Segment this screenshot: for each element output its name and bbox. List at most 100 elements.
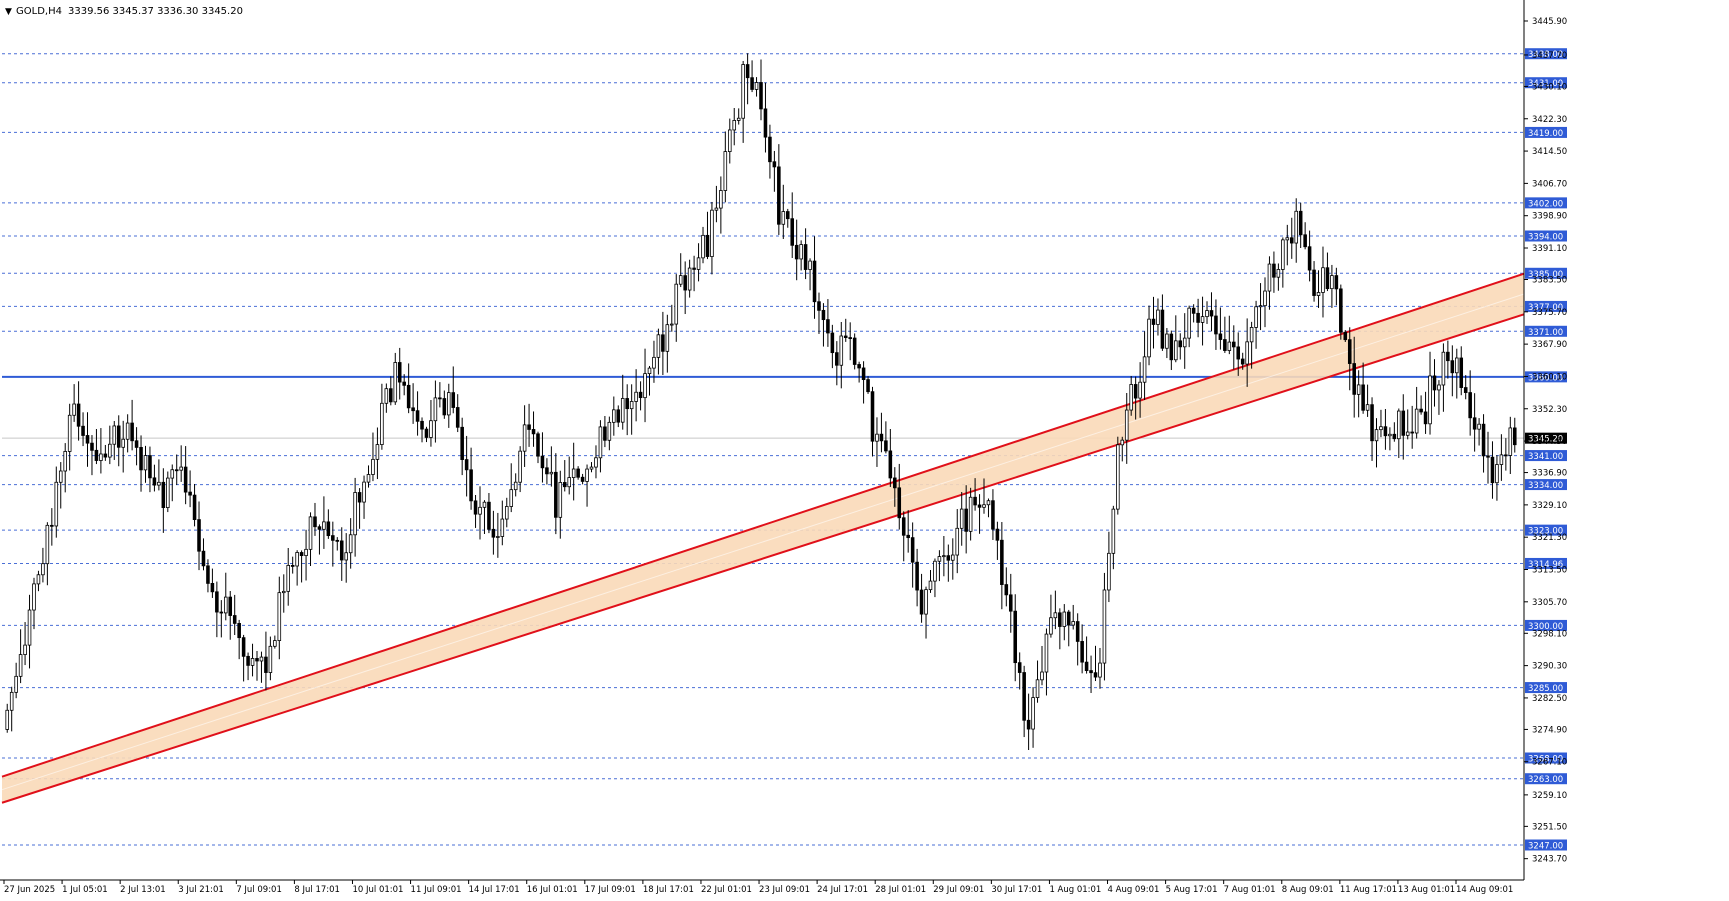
level-label-box [1525, 267, 1567, 279]
candle-bull [643, 373, 647, 399]
candle-bear [866, 379, 870, 393]
x-tick-label: 30 Jul 17:01 [991, 885, 1042, 895]
candle-bear [50, 524, 54, 527]
candle-bull [429, 420, 433, 438]
candle-bear [1468, 392, 1472, 419]
candle-bull [433, 397, 438, 422]
candle-bear [1446, 351, 1450, 362]
candle-bear [1419, 408, 1423, 413]
candle-bear [1022, 672, 1026, 721]
candle-bull [522, 424, 527, 452]
y-tick-label: 3298.10 [1532, 629, 1567, 639]
level-label: 3438.00 [1528, 50, 1563, 60]
candle-bear [1236, 346, 1241, 360]
candle-bull [982, 504, 986, 508]
candle-bull [1102, 589, 1107, 664]
candle-bull [1049, 617, 1053, 635]
candle-bull [558, 482, 563, 518]
candle-bull [1441, 351, 1446, 386]
candle-bear [884, 440, 888, 452]
candle-bear [1080, 641, 1084, 663]
candle-bear [174, 469, 179, 472]
candle-bear [1026, 719, 1031, 730]
y-tick-label: 3406.70 [1532, 179, 1567, 189]
candle-bull [482, 501, 487, 508]
candle-bear [1370, 404, 1374, 442]
candle-bear [977, 504, 982, 508]
candle-bear [536, 433, 540, 457]
level-label-box [1525, 773, 1567, 785]
level-label: 3268.00 [1528, 755, 1563, 765]
candle-bear [206, 565, 210, 584]
candle-bull [1254, 306, 1258, 328]
candle-bull [1205, 310, 1209, 318]
candle-bull [1379, 426, 1383, 431]
candle-bull [1281, 239, 1285, 270]
candle-bear [264, 656, 268, 673]
candle-bull [1285, 237, 1290, 241]
candle-bear [1334, 275, 1339, 290]
candle-bull [1414, 408, 1419, 434]
candle-bull [696, 257, 701, 270]
candle-bear [826, 319, 830, 334]
candle-bull [250, 658, 255, 666]
price-channel[interactable] [1, 272, 1525, 804]
level-label-box [1525, 752, 1567, 764]
candle-bull [598, 426, 603, 459]
candle-bear [1231, 341, 1236, 348]
candle-bull [36, 574, 41, 585]
candle-bear [1178, 340, 1183, 348]
candle-bull [500, 518, 505, 537]
candle-bear [897, 487, 902, 519]
candle-bear [1490, 456, 1495, 484]
candle-bull [799, 244, 803, 260]
candle-bull [656, 334, 661, 358]
candle-bear [424, 428, 429, 438]
candle-bull [1249, 327, 1254, 343]
candles [5, 53, 1517, 750]
y-tick-label: 3422.30 [1532, 115, 1567, 125]
candle-bear [1401, 410, 1406, 436]
x-tick-label: 17 Jul 09:01 [585, 885, 636, 895]
candle-bull [1053, 612, 1058, 619]
candle-bull [942, 555, 946, 558]
candle-bull [933, 560, 937, 582]
candle-bear [1160, 309, 1165, 349]
candle-bull [5, 709, 10, 730]
candle-bear [830, 332, 835, 354]
candle-bear [442, 398, 447, 416]
candle-bear [335, 539, 340, 542]
candle-bear [1289, 237, 1294, 244]
x-tick-label: 5 Aug 17:01 [1166, 885, 1218, 895]
candle-bull [1316, 292, 1321, 296]
level-label-box [1525, 450, 1567, 462]
candle-bear [116, 425, 121, 448]
candle-bear [201, 550, 206, 567]
candle-bear [103, 453, 108, 458]
candle-bear [1196, 312, 1200, 323]
candle-bull [1124, 409, 1129, 441]
candle-bear [1463, 387, 1468, 393]
candle-bull [478, 506, 482, 515]
candle-bear [219, 611, 224, 614]
candle-bull [366, 474, 371, 483]
candle-bull [1142, 356, 1147, 383]
candle-bear [81, 425, 85, 436]
x-tick-label: 1 Aug 01:01 [1049, 885, 1101, 895]
candle-bull [375, 444, 380, 460]
candle-bear [397, 362, 402, 383]
candle-bull [1111, 508, 1116, 554]
y-tick-label: 3329.10 [1532, 501, 1567, 511]
candle-bear [299, 552, 304, 557]
candle-bull [112, 425, 117, 445]
candle-bear [1133, 384, 1138, 399]
candle-bull [955, 527, 960, 556]
candle-bull [179, 466, 183, 471]
candle-bear [906, 534, 910, 539]
candle-bull [304, 548, 308, 557]
x-tick-label: 7 Jul 09:01 [236, 885, 282, 895]
candle-bear [460, 426, 464, 460]
